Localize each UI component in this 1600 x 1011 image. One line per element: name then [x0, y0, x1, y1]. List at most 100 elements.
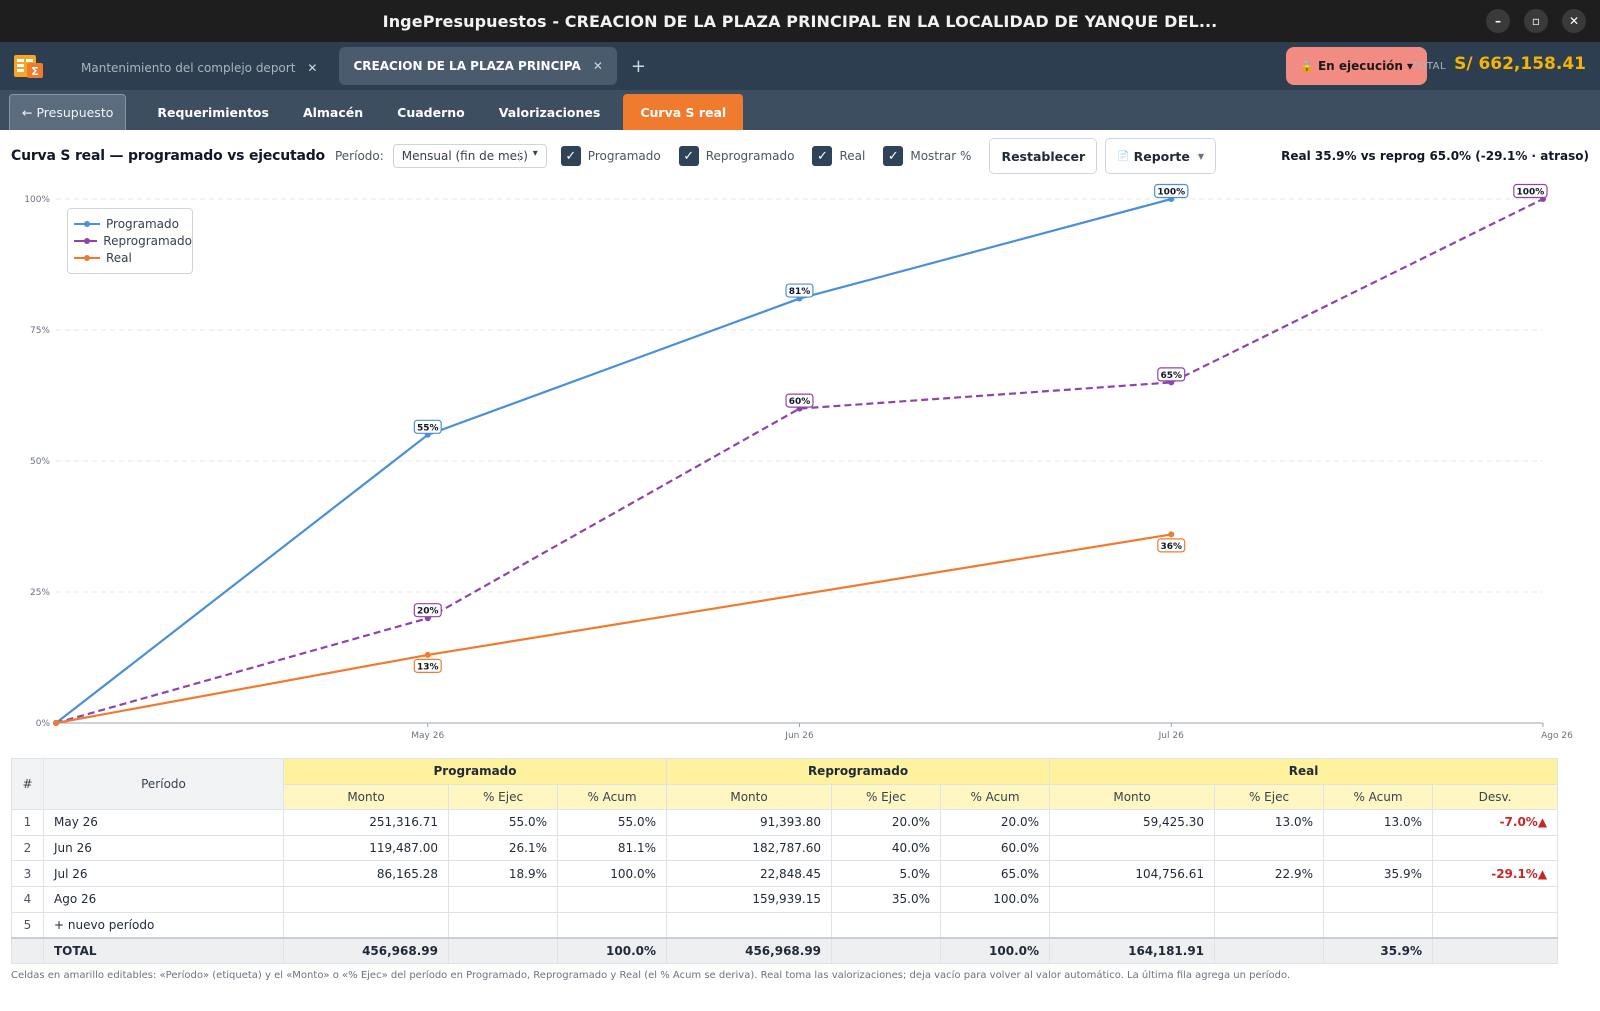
value-cell[interactable] — [1049, 911, 1216, 939]
lock-icon: 🔒 — [1300, 59, 1314, 73]
value-cell[interactable] — [283, 885, 449, 913]
status-label: En ejecución — [1317, 59, 1403, 73]
legend-item-real[interactable]: Real — [74, 249, 192, 266]
col-header-sub: % Acum — [556, 783, 668, 811]
series-line-reprogramado — [55, 198, 1544, 725]
value-cell[interactable] — [831, 911, 942, 939]
total-cell: 456,968.99 — [666, 936, 833, 964]
nav-cuaderno[interactable]: Cuaderno — [397, 104, 465, 120]
value-cell[interactable]: 55.0% — [448, 809, 558, 836]
period-cell[interactable]: Jul 26 — [43, 860, 284, 887]
value-cell[interactable]: 86,165.28 — [283, 860, 449, 887]
report-button-label: Reporte — [1133, 148, 1190, 164]
legend-label: Reprogramado — [103, 233, 192, 248]
value-cell[interactable]: 119,487.00 — [283, 834, 449, 862]
sub-header-row: Monto% Ejec% Acum Monto% Ejec% Acum Monto%… — [12, 783, 1559, 811]
total-cell: 456,968.99 — [283, 936, 449, 964]
value-cell[interactable]: 5.0% — [831, 860, 942, 887]
tab-label: CREACION DE LA PLAZA PRINCIPA — [353, 59, 581, 73]
document-icon: 📄 — [1117, 150, 1130, 162]
value-cell[interactable] — [1049, 885, 1216, 913]
value-cell: 81.1% — [556, 834, 668, 862]
y-tick-label: 100% — [24, 195, 50, 205]
value-cell[interactable] — [283, 911, 449, 939]
checkbox-reprogramado[interactable]: ✓ Reprogramado — [678, 146, 794, 166]
period-cell[interactable]: Ago 26 — [43, 885, 284, 913]
col-header-index: # — [11, 757, 44, 811]
maximize-button[interactable]: ▫ — [1524, 9, 1548, 33]
value-cell[interactable]: 18.9% — [448, 860, 558, 887]
col-header-sub: % Ejec — [831, 783, 942, 811]
value-cell[interactable] — [1214, 885, 1325, 913]
legend-item-programado[interactable]: Programado — [74, 215, 192, 232]
group-header-reprogramado: Reprogramado — [666, 758, 1051, 785]
nav-curva-s-real[interactable]: Curva S real — [623, 94, 744, 130]
total-cell: 164,181.91 — [1049, 936, 1216, 964]
value-cell[interactable]: 26.1% — [448, 834, 558, 862]
value-cell[interactable]: 22.9% — [1214, 860, 1325, 887]
add-tab-button[interactable]: + — [630, 55, 647, 77]
close-tab-icon[interactable]: ✕ — [307, 61, 318, 75]
total-cell — [448, 936, 558, 964]
legend-item-reprogramado[interactable]: Reprogramado — [74, 232, 192, 249]
back-to-presupuesto-button[interactable]: ← Presupuesto — [9, 94, 127, 130]
table-body: 1 May 26 251,316.71 55.0% 55.0% 91,393.80 20.0… — [11, 809, 1559, 964]
minimize-button[interactable]: – — [1486, 9, 1510, 33]
period-cell[interactable]: May 26 — [43, 809, 284, 836]
value-cell[interactable] — [1049, 834, 1216, 862]
total-row: TOTAL 456,968.99 100.0% 456,968.99 100.0% 164… — [11, 936, 1559, 964]
reset-button[interactable]: Restablecer — [989, 138, 1098, 174]
data-label: 65% — [1160, 371, 1182, 381]
y-tick-label: 25% — [30, 588, 50, 598]
x-tick-label: May 26 — [411, 731, 444, 741]
nav-valorizaciones[interactable]: Valorizaciones — [498, 104, 601, 120]
tab-creacion-plaza[interactable]: CREACION DE LA PLAZA PRINCIPA ✕ — [339, 47, 617, 85]
value-cell[interactable] — [1214, 834, 1325, 862]
value-cell[interactable] — [448, 911, 558, 939]
add-period-button[interactable]: + nuevo período — [43, 911, 284, 939]
value-cell[interactable]: 104,756.61 — [1049, 860, 1216, 887]
nav-requerimientos[interactable]: Requerimientos — [157, 104, 269, 120]
value-cell: 55.0% — [556, 809, 668, 836]
chart-toolbar: Curva S real — programado vs ejecutado P… — [0, 130, 1600, 182]
nav-almacen[interactable]: Almacén — [302, 104, 364, 120]
data-label: 36% — [1160, 542, 1182, 552]
total-value: S/ 662,158.41 — [1454, 54, 1586, 74]
value-cell[interactable]: 59,425.30 — [1049, 809, 1216, 836]
total-cell: 35.9% — [1323, 936, 1434, 964]
period-label: Período: — [334, 149, 384, 163]
value-cell — [940, 911, 1051, 939]
checkbox-check-icon: ✓ — [812, 146, 833, 166]
value-cell[interactable]: 251,316.71 — [283, 809, 449, 836]
data-label: 60% — [789, 397, 811, 407]
value-cell[interactable]: 20.0% — [831, 809, 942, 836]
value-cell: 20.0% — [940, 809, 1051, 836]
status-dropdown[interactable]: 🔒 En ejecución ▾ — [1286, 47, 1427, 85]
checkbox-programado[interactable]: ✓ Programado — [560, 146, 661, 166]
period-select[interactable]: Mensual (fin de mes) ▾ — [392, 144, 547, 168]
checkbox-mostrar-porcentaje[interactable]: ✓ Mostrar % — [883, 146, 971, 166]
value-cell[interactable] — [448, 885, 558, 913]
value-cell — [556, 885, 668, 913]
period-cell[interactable]: Jun 26 — [43, 834, 284, 862]
value-cell[interactable] — [666, 911, 833, 939]
value-cell[interactable]: 159,939.15 — [666, 885, 833, 913]
close-window-button[interactable]: ✕ — [1562, 9, 1586, 33]
value-cell[interactable]: 40.0% — [831, 834, 942, 862]
value-cell[interactable]: 22,848.45 — [666, 860, 833, 887]
period-select-value: Mensual (fin de mes) — [401, 149, 528, 163]
data-label: 13% — [417, 662, 439, 672]
value-cell[interactable]: 13.0% — [1214, 809, 1325, 836]
deviation-cell — [1432, 911, 1559, 939]
value-cell[interactable] — [1214, 911, 1325, 939]
report-button[interactable]: 📄 Reporte ▼ — [1105, 138, 1217, 174]
close-tab-icon[interactable]: ✕ — [592, 59, 603, 73]
value-cell[interactable]: 35.0% — [831, 885, 942, 913]
value-cell[interactable]: 91,393.80 — [666, 809, 833, 836]
tab-mantenimiento[interactable]: Mantenimiento del complejo deport ✕ — [67, 49, 331, 87]
col-header-periodo: Período — [43, 757, 284, 811]
value-cell[interactable]: 182,787.60 — [666, 834, 833, 862]
total-cell — [1214, 936, 1325, 964]
data-point — [424, 651, 431, 658]
checkbox-real[interactable]: ✓ Real — [812, 146, 865, 166]
